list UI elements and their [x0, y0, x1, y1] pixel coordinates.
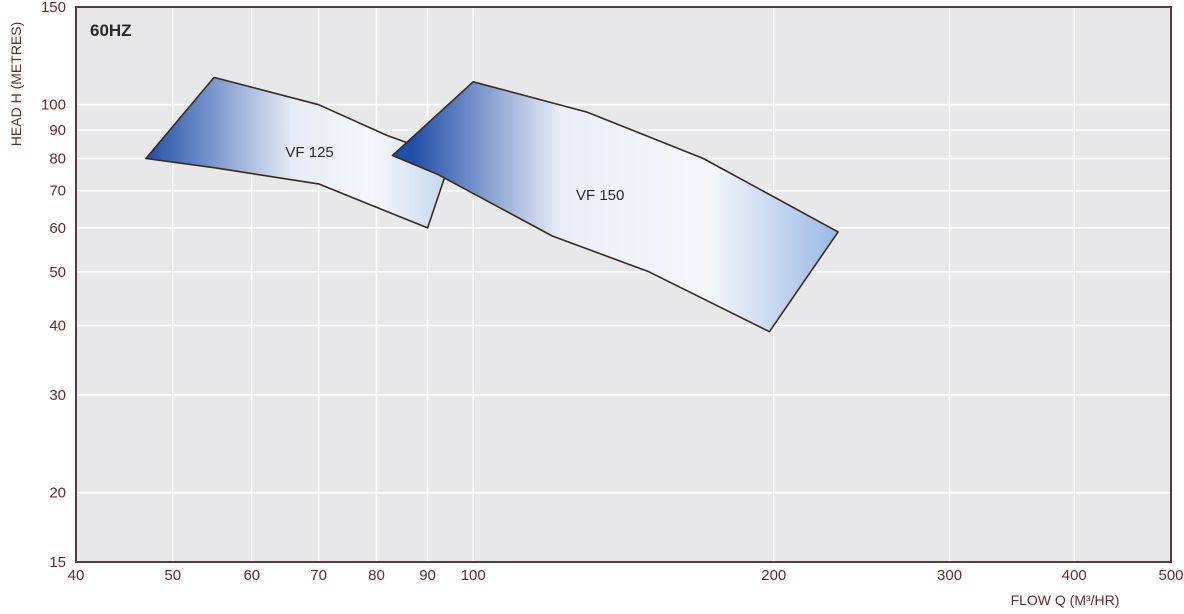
- y-tick-label: 80: [49, 151, 66, 168]
- x-tick-label: 60: [243, 567, 260, 584]
- x-tick-label: 500: [1158, 567, 1183, 584]
- x-tick-label: 40: [68, 567, 85, 584]
- plot-frame: [75, 6, 1172, 563]
- y-tick-label: 15: [49, 554, 66, 571]
- y-tick-label: 40: [49, 318, 66, 335]
- x-tick-label: 70: [310, 567, 327, 584]
- performance-regions: VF 125 VF 150: [145, 76, 839, 333]
- y-axis-ticks: 15 20 30 40 50 60 70 80 90 100 150: [41, 0, 66, 571]
- x-tick-label: 300: [937, 567, 962, 584]
- x-tick-label: 400: [1062, 567, 1087, 584]
- y-tick-label: 150: [41, 0, 66, 16]
- chart-title: 60HZ: [90, 21, 132, 40]
- y-tick-label: 30: [49, 387, 66, 404]
- x-axis-ticks: 40 50 60 70 80 90 100 200 300 400 500: [68, 567, 1184, 584]
- y-tick-label: 50: [49, 264, 66, 281]
- region-label-vf-125: VF 125: [285, 144, 333, 161]
- y-axis-title: HEAD H (METRES): [8, 22, 24, 146]
- y-tick-label: 90: [49, 122, 66, 139]
- x-axis-title: FLOW Q (M³/HR): [1011, 592, 1120, 608]
- x-tick-label: 100: [461, 567, 486, 584]
- y-tick-label: 70: [49, 183, 66, 200]
- region-vf-150: [391, 81, 839, 333]
- x-tick-label: 50: [164, 567, 181, 584]
- x-tick-label: 200: [761, 567, 786, 584]
- y-tick-label: 100: [41, 97, 66, 114]
- y-tick-label: 60: [49, 220, 66, 237]
- y-tick-label: 20: [49, 485, 66, 502]
- x-tick-label: 80: [368, 567, 385, 584]
- region-label-vf-150: VF 150: [576, 187, 624, 204]
- x-tick-label: 90: [419, 567, 436, 584]
